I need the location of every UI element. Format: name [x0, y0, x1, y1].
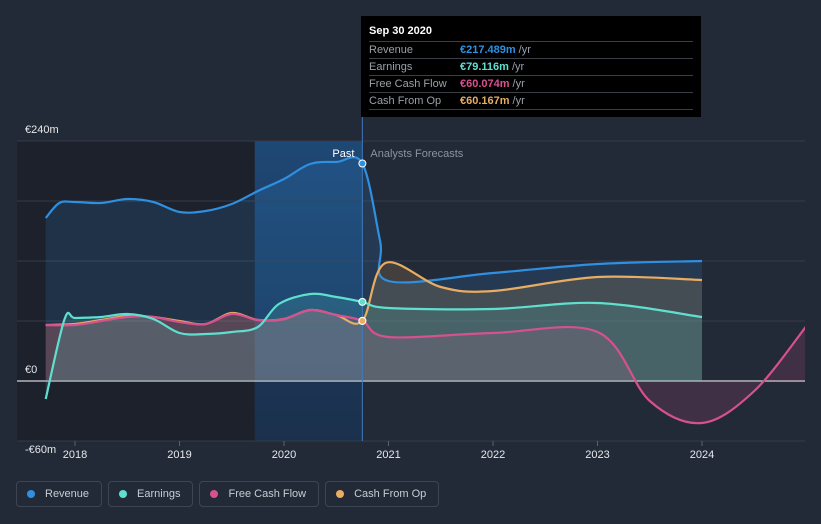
tooltip-row-earnings: Earnings €79.116m /yr [369, 58, 693, 75]
forecast-label: Analysts Forecasts [370, 148, 463, 160]
tooltip-row-cash-from-op: Cash From Op €60.167m /yr [369, 92, 693, 110]
legend-item-cash-from-op[interactable]: Cash From Op [325, 481, 440, 507]
y-axis: €240m €0 -€60m [25, 124, 59, 456]
tooltip-label: Cash From Op [369, 95, 442, 107]
legend-label: Free Cash Flow [228, 488, 307, 500]
earnings-dot-icon [119, 490, 128, 498]
tooltip-value: €79.116m [460, 61, 509, 73]
free-cash-flow-line [45, 308, 805, 425]
x-axis: 2018 2019 2020 2021 2022 2023 2024 [63, 441, 714, 461]
x-tick-label: 2021 [376, 449, 400, 461]
tooltip-unit: /yr [512, 95, 525, 107]
legend-item-revenue[interactable]: Revenue [16, 481, 103, 507]
free-cash-flow-dot-icon [210, 490, 219, 498]
x-tick-label: 2020 [272, 449, 296, 461]
tooltip-value: €217.489m [460, 44, 516, 56]
cash-from-op-area [45, 262, 702, 381]
tooltip-label: Revenue [369, 44, 414, 56]
y-tick-label: €0 [25, 364, 37, 376]
tooltip-label: Earnings [369, 61, 413, 73]
revenue-marker [358, 159, 367, 168]
revenue-area [45, 157, 702, 381]
revenue-dot-icon [27, 490, 35, 498]
revenue-line [44, 156, 703, 284]
tooltip-value: €60.167m [460, 95, 510, 107]
earnings-line [44, 292, 703, 400]
free-cash-flow-area [45, 309, 805, 424]
legend-label: Cash From Op [354, 488, 427, 500]
tooltip-unit: /yr [511, 61, 525, 73]
tooltip-row-free-cash-flow: Free Cash Flow €60.074m /yr [369, 75, 693, 92]
tooltip-date: Sep 30 2020 [369, 25, 432, 37]
x-tick-label: 2018 [63, 449, 87, 461]
selection-highlight [254, 141, 363, 441]
x-tick-label: 2023 [585, 449, 609, 461]
chart: €240m €0 -€60m 2018 2019 2020 2021 2022 2023 202… [17, 116, 805, 461]
tooltip-unit: /yr [518, 44, 531, 56]
y-tick-label: -€60m [25, 444, 56, 456]
legend-item-earnings[interactable]: Earnings [108, 481, 194, 507]
cash-from-op-dot-icon [336, 490, 345, 498]
series-markers [358, 159, 367, 325]
tooltip-label: Free Cash Flow [369, 78, 447, 90]
x-tick-label: 2019 [167, 449, 191, 461]
x-tick-label: 2024 [690, 449, 714, 461]
legend-label: Revenue [45, 488, 90, 500]
x-tick-label: 2022 [481, 449, 505, 461]
tooltip: Sep 30 2020 Revenue €217.489m /yr Earnin… [361, 16, 701, 117]
series-areas [45, 157, 805, 424]
tooltip-row-revenue: Revenue €217.489m /yr [369, 41, 693, 58]
legend-label: Earnings [137, 488, 181, 500]
tooltip-unit: /yr [512, 78, 525, 90]
series-lines [44, 156, 805, 425]
tooltip-value: €60.074m [460, 78, 510, 90]
past-label: Past [332, 148, 354, 160]
y-tick-label: €240m [25, 124, 59, 136]
legend-item-free-cash-flow[interactable]: Free Cash Flow [199, 481, 320, 507]
legend: Revenue Earnings Free Cash Flow Cash Fro… [16, 481, 440, 507]
earnings-marker [358, 297, 367, 306]
earnings-area [45, 293, 702, 399]
cash-from-op-marker [358, 316, 367, 325]
